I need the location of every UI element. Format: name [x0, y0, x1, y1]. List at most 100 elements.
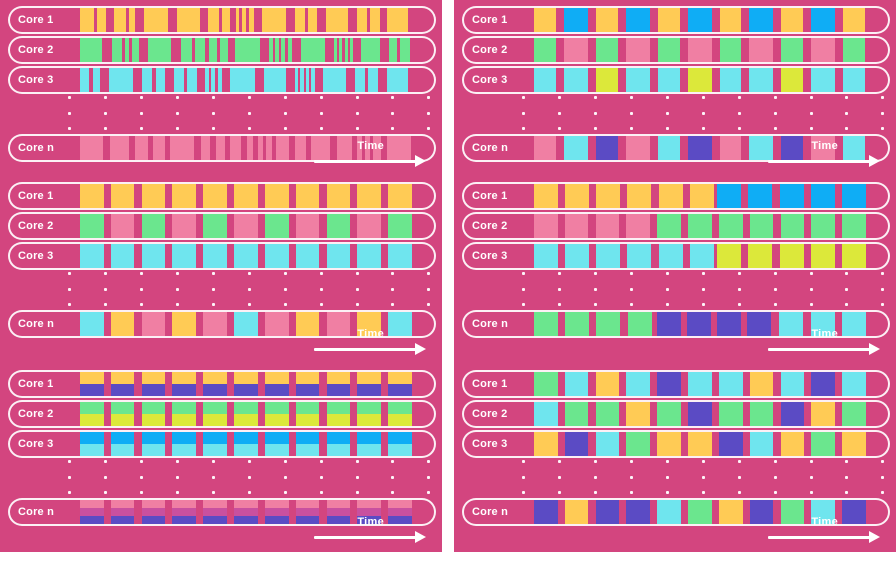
task-block [80, 68, 90, 92]
idle-gap [139, 38, 148, 62]
task-block-segment [357, 432, 382, 444]
task-block [357, 500, 382, 524]
idle-gap [558, 184, 565, 208]
ellipsis-dot [773, 96, 777, 99]
task-block [388, 402, 412, 426]
task-block [780, 500, 805, 524]
idle-gap [104, 432, 111, 456]
task-block [357, 184, 382, 208]
ellipsis-dot-column [211, 272, 215, 306]
ellipsis-dot [557, 272, 561, 275]
task-block-segment [203, 432, 227, 444]
task-block [626, 432, 651, 456]
core-label: Core 1 [472, 378, 508, 390]
idle-gap [650, 214, 657, 238]
ellipsis-dot-column [355, 460, 359, 494]
task-block [749, 38, 774, 62]
task-block-segment [234, 414, 258, 426]
task-block [595, 38, 618, 62]
ellipsis-dot-column [521, 272, 525, 306]
ellipsis-dot [175, 460, 179, 463]
ellipsis-dot-column [175, 460, 179, 494]
idle-gap [556, 8, 564, 32]
idle-gap [100, 68, 109, 92]
task-block [625, 68, 650, 92]
ellipsis-dot [247, 127, 251, 130]
task-block [203, 432, 227, 456]
ellipsis-rows [462, 272, 890, 306]
time-axis-line [314, 348, 418, 351]
idle-gap [589, 244, 596, 268]
task-block [781, 68, 804, 92]
task-block [203, 214, 227, 238]
task-block [657, 432, 681, 456]
task-block [748, 184, 773, 208]
task-block-segment [295, 444, 320, 456]
idle-gap [712, 432, 719, 456]
task-block [534, 402, 558, 426]
idle-gap [618, 136, 626, 160]
ellipsis-dot [175, 303, 179, 306]
task-block [203, 500, 227, 524]
idle-gap [196, 372, 203, 396]
idle-gap [620, 312, 627, 336]
time-axis-label: Time [357, 516, 384, 528]
core-label: Core n [472, 142, 509, 154]
ellipsis-dot [391, 287, 395, 291]
task-block [811, 372, 836, 396]
idle-gap [743, 500, 750, 524]
task-block [207, 8, 219, 32]
ellipsis-dot [139, 287, 143, 291]
idle-gap [381, 244, 388, 268]
idle-gap [835, 372, 842, 396]
task-block [534, 214, 558, 238]
ellipsis-dot [319, 272, 323, 275]
idle-gap [103, 136, 110, 160]
task-block [373, 136, 382, 160]
task-block-segment [141, 372, 166, 384]
task-block [357, 136, 362, 160]
ellipsis-dot-column [391, 272, 395, 306]
task-block [843, 8, 866, 32]
idle-gap [619, 432, 626, 456]
ellipsis-dot [211, 127, 215, 130]
ellipsis-dot [665, 127, 669, 130]
ellipsis-dot [737, 96, 741, 99]
ellipsis-dot [355, 272, 359, 275]
idle-gap [835, 432, 842, 456]
task-block [563, 136, 588, 160]
panel-round-robin-two-task-alternation: Core 1 Core 2 Core 3 Core n Time [454, 0, 896, 176]
ellipsis-dot [665, 491, 669, 494]
core-row-core-3: Core 3 [8, 242, 436, 270]
task-block-segment [110, 500, 135, 508]
task-block [141, 432, 166, 456]
task-block [211, 68, 215, 92]
idle-gap [317, 8, 326, 32]
task-block [843, 136, 866, 160]
ellipsis-dot [593, 303, 597, 306]
task-block-segment [388, 402, 412, 414]
idle-gap [258, 432, 265, 456]
idle-gap [227, 500, 234, 524]
task-block-segment [234, 402, 258, 414]
ellipsis-dot [701, 272, 705, 275]
task-block [295, 500, 320, 524]
idle-gap [196, 500, 203, 524]
ellipsis-dot [521, 303, 525, 306]
idle-gap [348, 8, 357, 32]
task-block [843, 68, 866, 92]
task-block-segment [326, 444, 351, 456]
idle-gap [315, 68, 323, 92]
task-block [534, 184, 558, 208]
core-row-core-1: Core 1 [8, 370, 436, 398]
ellipsis-dot [247, 475, 251, 479]
idle-gap [165, 372, 172, 396]
task-block [128, 8, 136, 32]
task-block [281, 38, 285, 62]
idle-gap [681, 372, 688, 396]
task-block-segment [203, 500, 227, 508]
task-block-segment [264, 500, 289, 508]
task-block [144, 8, 168, 32]
task-block [717, 244, 742, 268]
ellipsis-dot [319, 460, 323, 463]
